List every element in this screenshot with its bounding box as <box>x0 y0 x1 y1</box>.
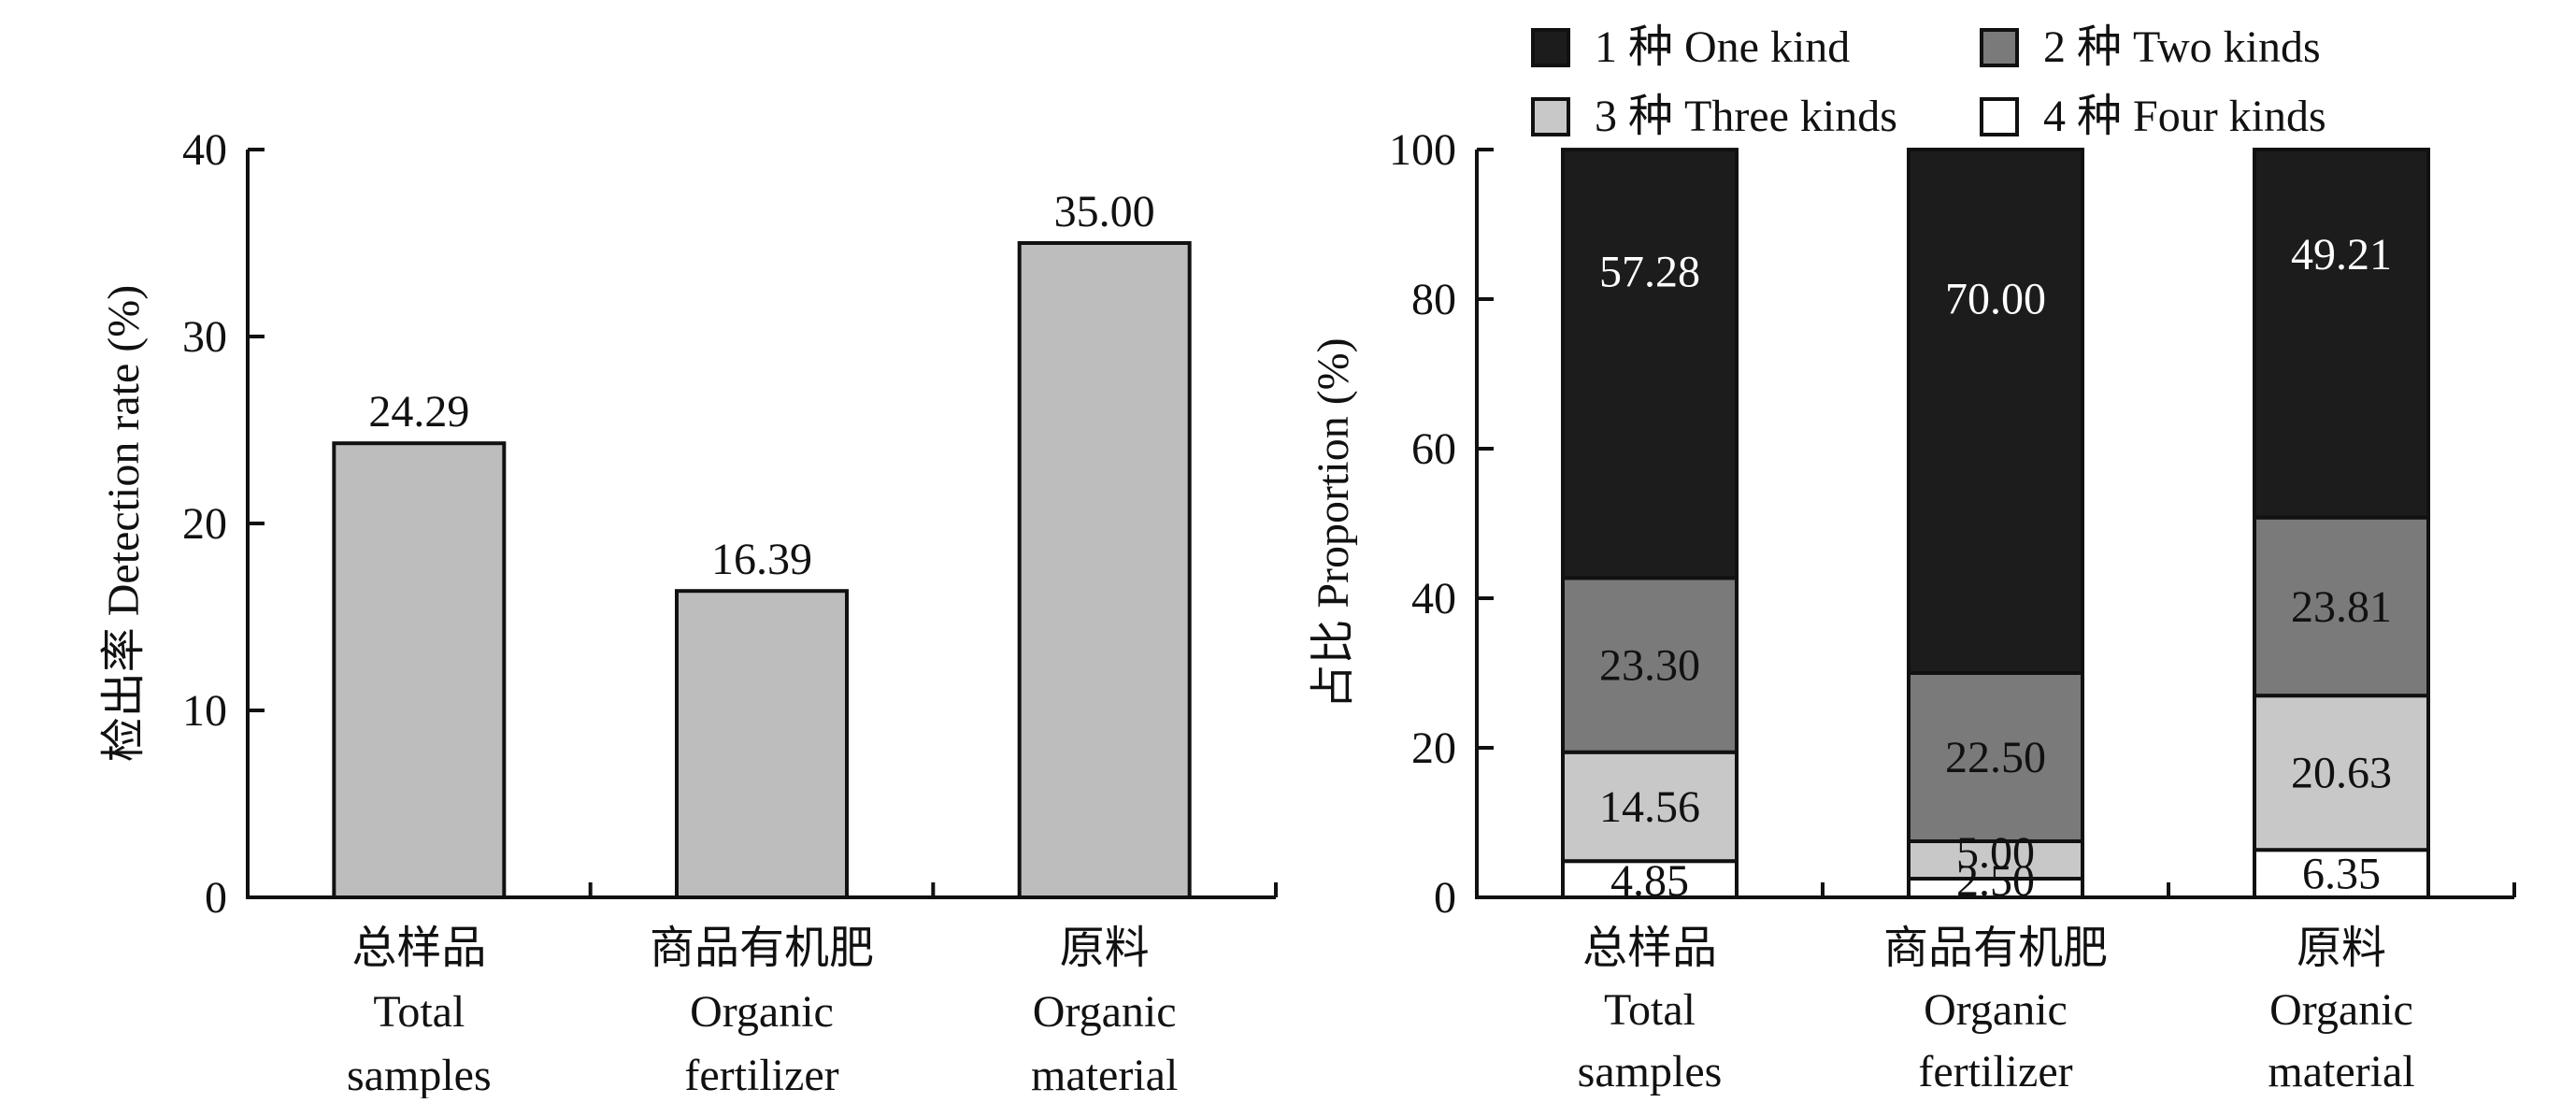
segment-value-label: 5.00 <box>1956 828 2035 878</box>
x-category-label: 总样品 <box>1582 924 1717 973</box>
x-category-label: 总样品 <box>351 924 486 973</box>
legend-swatch <box>1980 28 2019 67</box>
x-category-label: material <box>1031 1051 1178 1098</box>
bar-value-label: 24.29 <box>368 387 469 437</box>
bar <box>1017 241 1192 899</box>
stacked-bar-segment <box>2253 515 2430 698</box>
bar <box>332 441 507 899</box>
y-tick-label: 20 <box>182 499 227 549</box>
legend-label: 1 种 One kind <box>1595 22 1850 72</box>
x-category-label: Organic <box>690 987 834 1037</box>
segment-value-label: 4.85 <box>1610 856 1689 906</box>
x-category-label: Organic <box>1033 987 1177 1037</box>
bar-value-label: 35.00 <box>1054 187 1155 236</box>
x-category-label: Organic <box>1924 985 2068 1035</box>
legend-label: 4 种 Four kinds <box>2043 92 2326 141</box>
segment-value-label: 22.50 <box>1945 733 2046 782</box>
x-category-label: Total <box>1604 985 1696 1035</box>
segment-value-label: 70.00 <box>1945 275 2046 324</box>
segment-value-label: 14.56 <box>1599 782 1700 832</box>
stacked-bar-segment <box>2253 148 2430 520</box>
x-category-label: 商品有机肥 <box>650 924 874 973</box>
y-tick-label: 40 <box>182 125 227 175</box>
stacked-bar-segment <box>1907 148 2084 675</box>
x-category-label: fertilizer <box>684 1051 838 1098</box>
segment-value-label: 2.50 <box>1956 856 2035 906</box>
y-axis-title: 占比 Proportion (%) <box>1309 337 1358 709</box>
x-category-label: samples <box>1578 1047 1723 1096</box>
segment-value-label: 23.81 <box>2291 582 2392 632</box>
segment-value-label: 20.63 <box>2291 749 2392 798</box>
legend-label: 2 种 Two kinds <box>2043 22 2321 72</box>
segment-value-label: 23.30 <box>1599 641 1700 691</box>
x-category-label: samples <box>347 1051 492 1098</box>
legend-swatch <box>1980 97 2019 136</box>
y-tick-label: 30 <box>182 312 227 362</box>
y-tick-label: 20 <box>1411 723 1456 773</box>
segment-value-label: 49.21 <box>2291 230 2392 279</box>
y-tick-label: 0 <box>1434 873 1456 923</box>
x-category-label: 原料 <box>2297 924 2386 973</box>
y-tick-label: 10 <box>182 686 227 736</box>
y-tick-label: 40 <box>1411 574 1456 623</box>
y-tick-label: 60 <box>1411 424 1456 474</box>
proportion-chart: 0 20 40 60 80 100 4.85 14.56 23.30 57.28 总样品 Total s… <box>1309 22 2516 1096</box>
detection-rate-chart: 0 10 20 30 40 24.29 总样品 Total samples 16.39 商品有机肥 O… <box>99 125 1278 1100</box>
segment-value-label: 57.28 <box>1599 248 1700 297</box>
x-category-label: 原料 <box>1060 924 1150 973</box>
x-category-label: Total <box>373 987 465 1037</box>
y-tick-label: 80 <box>1411 275 1456 324</box>
x-category-label: material <box>2268 1047 2414 1096</box>
segment-value-label: 6.35 <box>2302 850 2381 899</box>
stacked-bar-segment <box>2253 848 2430 900</box>
legend-swatch <box>1531 28 1570 67</box>
bar-value-label: 16.39 <box>711 535 812 584</box>
x-category-label: Organic <box>2269 985 2413 1035</box>
legend-swatch <box>1531 97 1570 136</box>
bar <box>675 589 849 899</box>
x-category-label: 商品有机肥 <box>1883 924 2108 973</box>
y-axis-title: 检出率 Detection rate (%) <box>99 285 149 762</box>
stacked-bar-segment <box>1561 750 1739 864</box>
legend-label: 3 种 Three kinds <box>1595 92 1897 141</box>
stacked-bar-segment <box>2253 694 2430 852</box>
x-category-label: fertilizer <box>1918 1047 2072 1096</box>
y-tick-label: 100 <box>1389 125 1456 175</box>
y-tick-label: 0 <box>205 873 227 923</box>
stacked-bar-segment <box>1561 148 1739 580</box>
